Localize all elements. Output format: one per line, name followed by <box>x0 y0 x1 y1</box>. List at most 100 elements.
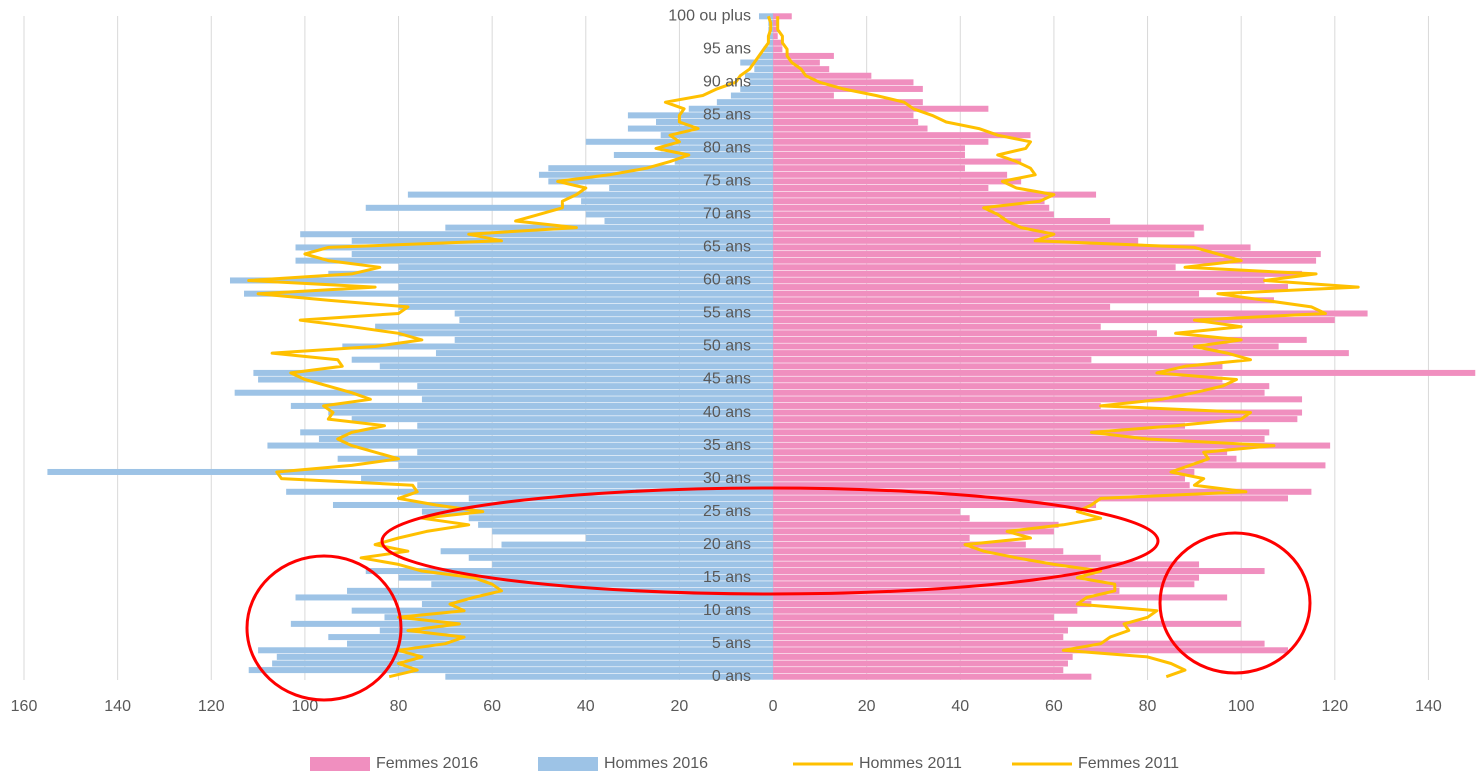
bar <box>627 125 774 132</box>
bar <box>773 79 914 86</box>
y-tick-label: 30 ans <box>703 470 751 487</box>
bar <box>398 462 774 469</box>
bar <box>272 660 774 667</box>
bar <box>492 561 774 568</box>
bar <box>773 178 1022 185</box>
bar <box>773 363 1223 370</box>
bar <box>379 363 774 370</box>
bar <box>773 19 778 26</box>
bar <box>773 191 1097 198</box>
legend-swatch <box>538 757 598 771</box>
bar <box>773 541 1026 548</box>
y-tick-label: 5 ans <box>712 635 751 652</box>
x-tick-label: 120 <box>1321 698 1348 715</box>
bar <box>581 198 774 205</box>
bar <box>398 297 774 304</box>
y-tick-label: 45 ans <box>703 371 751 388</box>
y-tick-label: 10 ans <box>703 602 751 619</box>
bar <box>773 72 872 79</box>
bar <box>379 627 774 634</box>
bar <box>773 237 1139 244</box>
bar <box>773 303 1111 310</box>
x-tick-label: 40 <box>577 698 595 715</box>
bar <box>763 46 774 53</box>
x-tick-label: 80 <box>390 698 408 715</box>
legend-label: Femmes 2011 <box>1078 755 1179 772</box>
bar <box>773 561 1200 568</box>
line <box>247 15 773 679</box>
x-tick-label: 20 <box>671 698 689 715</box>
bar <box>773 594 1228 601</box>
bar <box>300 231 774 238</box>
x-tick-label: 140 <box>104 698 131 715</box>
bar <box>773 554 1101 561</box>
bar <box>660 145 774 152</box>
y-tick-label: 25 ans <box>703 503 751 520</box>
bar <box>773 601 1092 608</box>
bar <box>773 660 1068 667</box>
bar <box>773 132 1031 139</box>
bar <box>421 508 774 515</box>
bar <box>286 488 774 495</box>
bar <box>773 627 1068 634</box>
y-tick-label: 80 ans <box>703 140 751 157</box>
bar <box>674 158 774 165</box>
bar <box>773 224 1204 231</box>
bar <box>445 673 774 680</box>
bar <box>773 528 1054 535</box>
bar <box>421 396 774 403</box>
bar <box>351 251 774 258</box>
bar <box>417 482 774 489</box>
bar <box>773 264 1176 271</box>
bar <box>332 501 774 508</box>
bar <box>740 85 774 92</box>
bar <box>365 204 774 211</box>
bar <box>773 257 1317 264</box>
y-tick-label: 60 ans <box>703 272 751 289</box>
bar <box>454 336 774 343</box>
bar <box>47 468 774 475</box>
bar <box>773 244 1251 251</box>
bar <box>318 435 774 442</box>
bar <box>773 310 1368 317</box>
bar <box>398 574 774 581</box>
bar <box>773 39 783 46</box>
bar <box>351 416 774 423</box>
bar <box>417 422 774 429</box>
bar <box>773 389 1265 396</box>
line <box>776 16 1360 679</box>
bar <box>773 171 1008 178</box>
bar <box>773 488 1312 495</box>
bar <box>229 277 774 284</box>
x-tick-label: 0 <box>769 698 778 715</box>
x-tick-label: 20 <box>858 698 876 715</box>
legend-label: Hommes 2016 <box>604 755 708 772</box>
bar <box>773 475 1186 482</box>
y-tick-label: 95 ans <box>703 41 751 58</box>
bar <box>351 607 774 614</box>
bar <box>773 112 914 119</box>
bar <box>773 508 961 515</box>
bar <box>440 548 774 555</box>
bar <box>730 92 774 99</box>
bar <box>773 435 1265 442</box>
y-tick-label: 70 ans <box>703 206 751 223</box>
bar <box>773 429 1270 436</box>
y-tick-label: 20 ans <box>703 536 751 553</box>
bar <box>337 455 774 462</box>
x-tick-label: 140 <box>1415 698 1442 715</box>
bar <box>773 607 1078 614</box>
bar <box>773 350 1349 357</box>
bar <box>398 303 774 310</box>
bar <box>773 647 1288 654</box>
bar <box>234 389 774 396</box>
bar <box>421 601 774 608</box>
bar <box>445 224 774 231</box>
bar <box>773 535 970 542</box>
bar <box>773 402 1101 409</box>
bar <box>459 317 774 324</box>
bar <box>365 568 774 575</box>
bar <box>773 515 970 522</box>
bar <box>417 383 774 390</box>
